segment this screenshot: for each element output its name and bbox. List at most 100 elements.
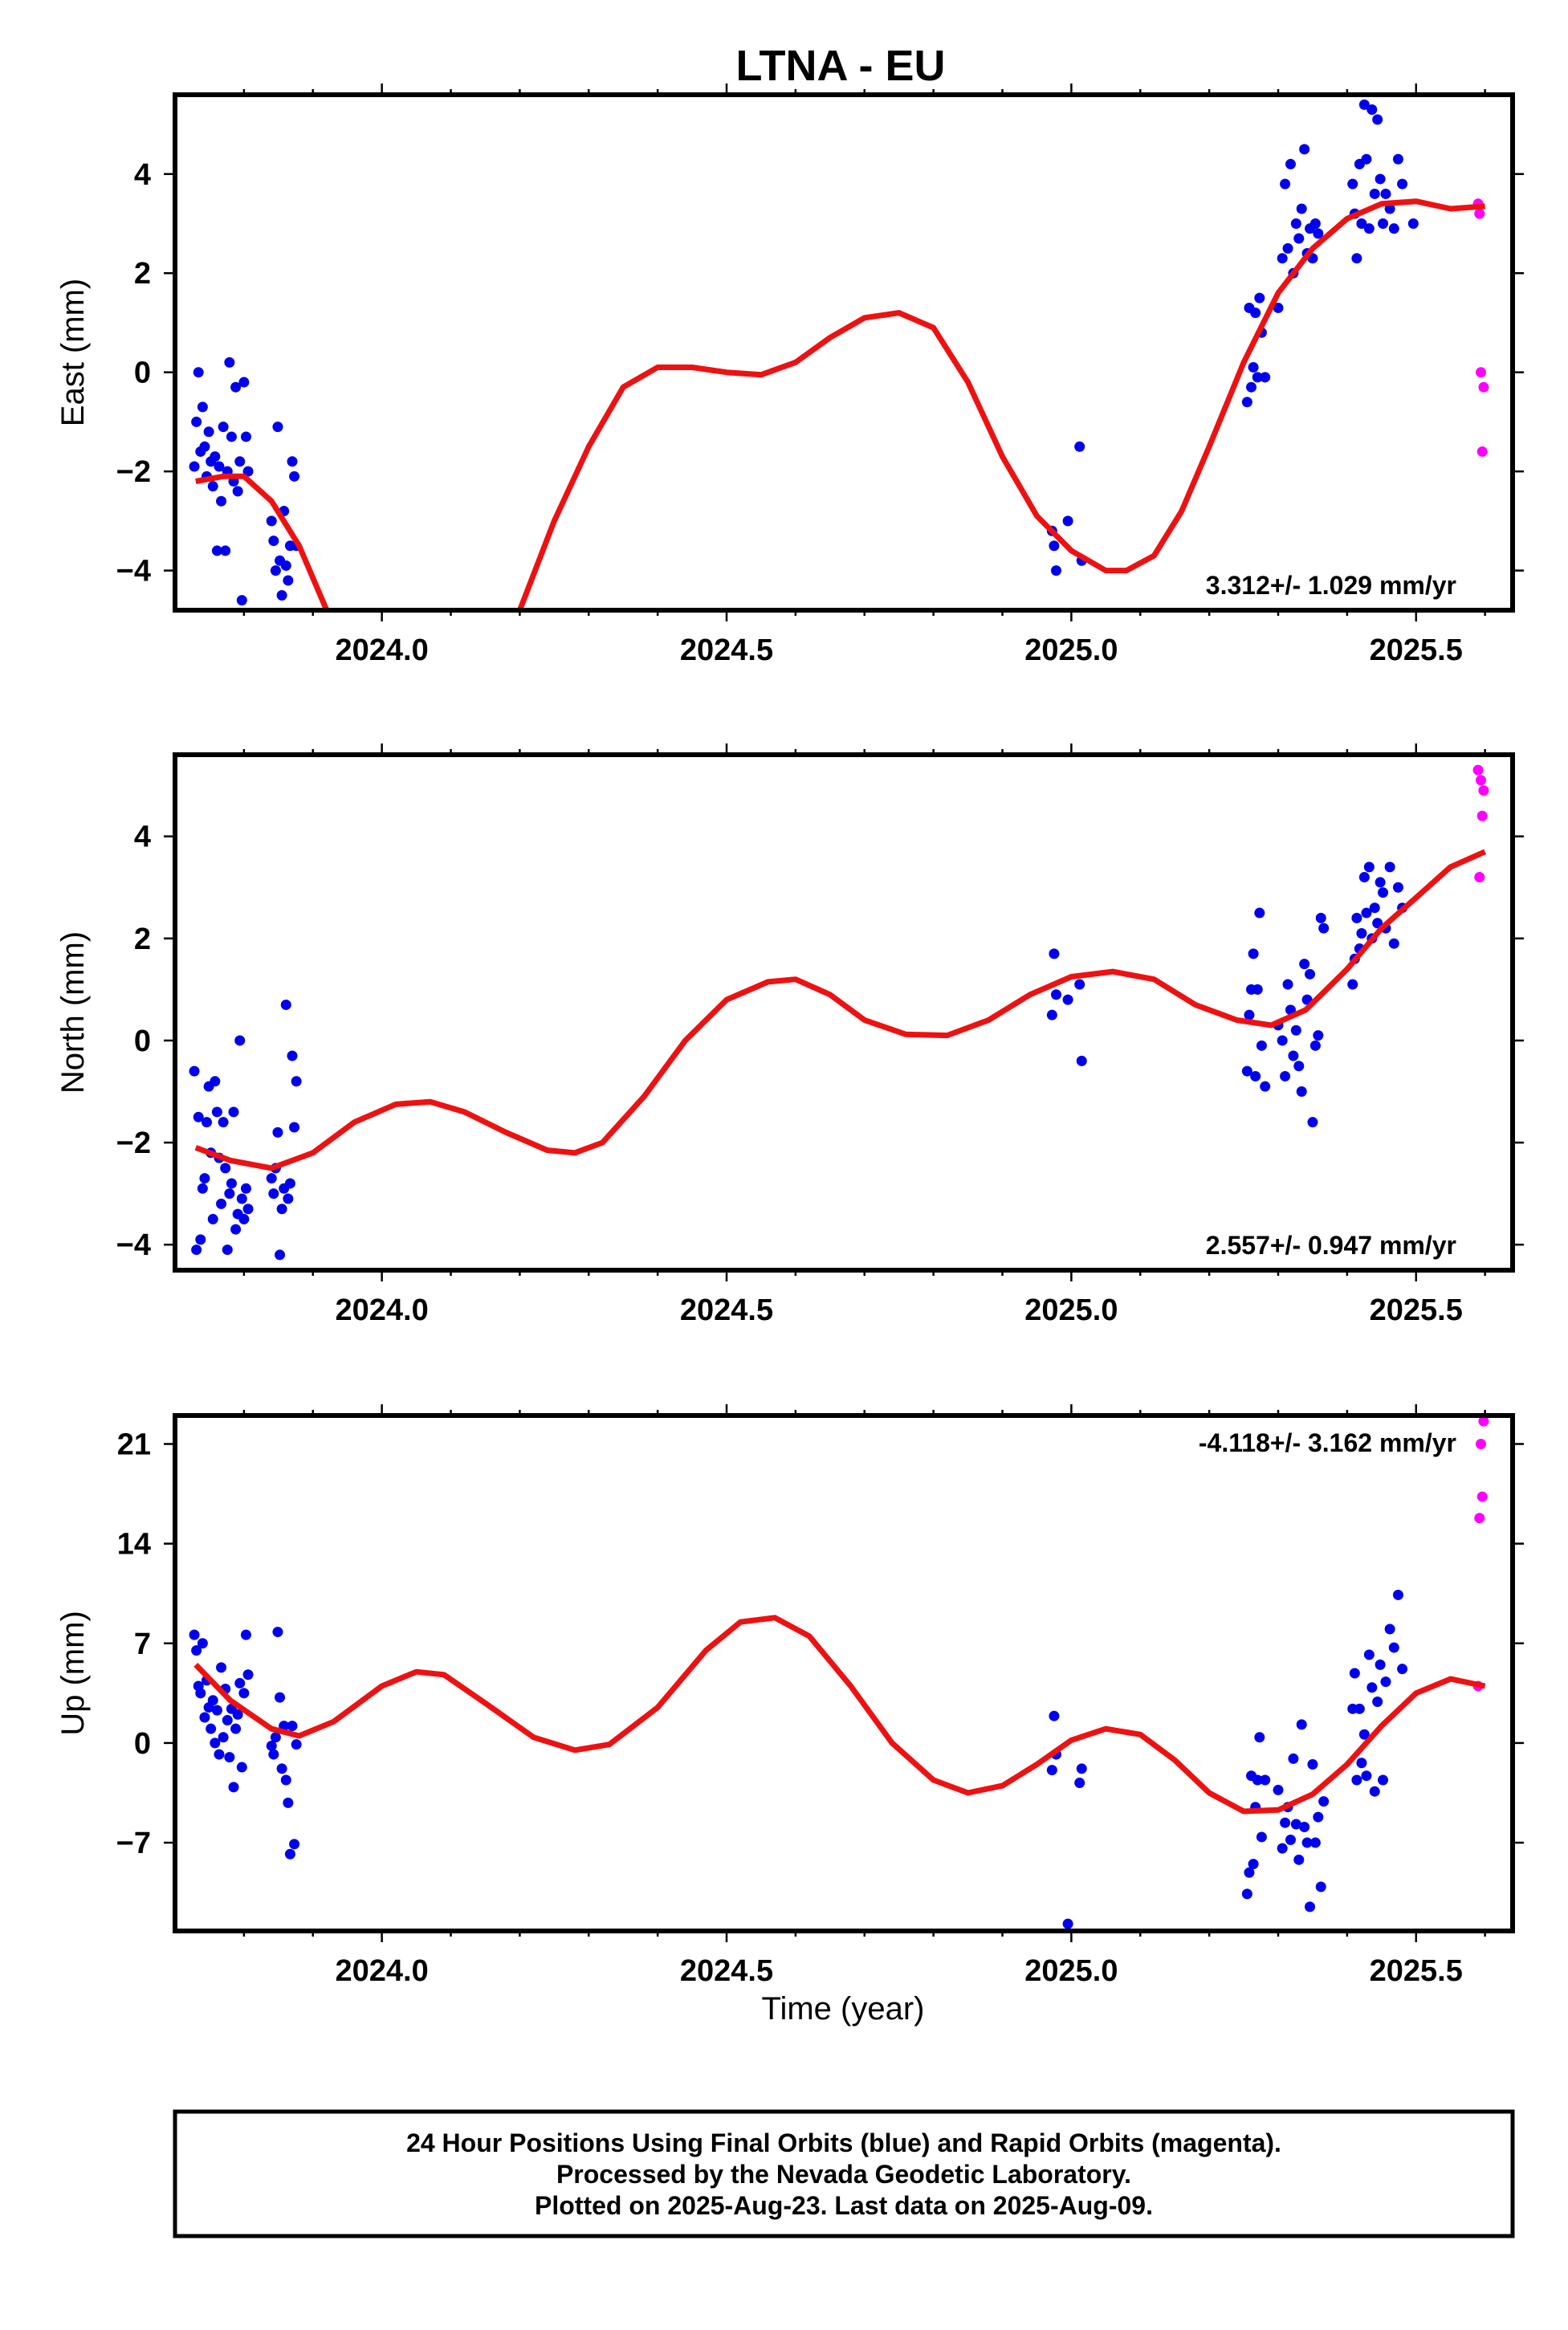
final-orbit-point — [272, 1127, 283, 1138]
final-orbit-point — [277, 590, 287, 601]
final-orbit-point — [1051, 989, 1061, 1000]
final-orbit-point — [1077, 1056, 1087, 1066]
x-tick-label: 2025.0 — [1024, 1954, 1118, 1988]
final-orbit-point — [1260, 1081, 1270, 1092]
final-orbit-point — [1356, 928, 1366, 939]
y-tick-label: 4 — [134, 158, 151, 192]
final-orbit-point — [1393, 154, 1403, 165]
final-orbit-point — [287, 456, 297, 466]
x-tick-label: 2025.0 — [1024, 633, 1118, 667]
final-orbit-point — [1248, 362, 1259, 373]
final-orbit-point — [1378, 887, 1388, 898]
final-orbit-point — [1297, 1086, 1307, 1097]
final-orbit-point — [199, 1712, 210, 1722]
final-orbit-point — [238, 1688, 249, 1698]
final-orbit-point — [285, 1178, 295, 1188]
final-orbit-point — [1051, 565, 1061, 576]
final-orbit-point — [1260, 372, 1270, 382]
final-orbit-point — [1361, 154, 1371, 165]
final-orbit-point — [199, 1173, 210, 1183]
final-orbit-point — [1248, 948, 1259, 959]
final-orbit-point — [1291, 1025, 1301, 1036]
footer-line-3: Plotted on 2025-Aug-23. Last data on 202… — [535, 2191, 1153, 2220]
x-tick-label: 2024.0 — [336, 633, 429, 667]
final-orbit-point — [1366, 1682, 1377, 1693]
final-orbit-point — [1299, 959, 1309, 969]
x-tick-label: 2025.5 — [1370, 633, 1463, 667]
final-orbit-point — [214, 1750, 224, 1760]
final-orbit-point — [1256, 1041, 1267, 1051]
final-orbit-point — [1372, 114, 1383, 124]
final-orbit-point — [281, 1775, 291, 1786]
final-orbit-point — [222, 1244, 233, 1255]
final-orbit-point — [1063, 1919, 1073, 1929]
final-orbit-point — [224, 1188, 234, 1199]
final-orbit-point — [1063, 995, 1073, 1005]
final-orbit-point — [1366, 104, 1377, 115]
final-orbit-point — [1285, 1835, 1296, 1845]
x-tick-label: 2024.5 — [680, 1293, 773, 1327]
final-orbit-point — [218, 1117, 229, 1127]
final-orbit-point — [241, 1630, 251, 1640]
x-axis-label: Time (year) — [762, 1991, 925, 2027]
rate-label: 3.312+/- 1.029 mm/yr — [1206, 571, 1456, 600]
final-orbit-point — [1246, 382, 1256, 393]
final-orbit-point — [195, 1234, 206, 1244]
final-orbit-point — [1393, 1590, 1403, 1600]
final-orbit-point — [287, 1721, 297, 1731]
final-orbit-point — [230, 1224, 241, 1235]
final-orbit-point — [206, 1724, 216, 1734]
final-orbit-point — [1252, 984, 1263, 995]
y-tick-label: −2 — [116, 455, 151, 489]
final-orbit-point — [1351, 1775, 1362, 1786]
final-orbit-point — [283, 1194, 293, 1204]
final-orbit-point — [198, 1183, 208, 1194]
final-orbit-point — [1074, 1778, 1085, 1788]
final-orbit-point — [199, 442, 210, 452]
final-orbit-point — [289, 1122, 299, 1133]
final-orbit-point — [1375, 173, 1386, 184]
final-orbit-point — [283, 575, 293, 585]
panel-up: 2024.0 2024.5 2025.0 2025.5−7071421Up (mm)-… — [55, 1404, 1524, 1988]
final-orbit-point — [210, 451, 220, 462]
final-orbit-point — [226, 1178, 237, 1188]
final-orbit-point — [1273, 1785, 1284, 1795]
final-orbit-point — [1318, 1796, 1329, 1807]
final-orbit-point — [237, 1194, 247, 1204]
final-orbit-point — [191, 1244, 202, 1255]
final-orbit-point — [233, 486, 243, 496]
final-orbit-point — [275, 1249, 285, 1260]
final-orbit-point — [243, 1204, 254, 1214]
final-orbit-point — [1299, 1822, 1309, 1832]
final-orbit-point — [1318, 923, 1329, 934]
final-orbit-point — [268, 536, 279, 546]
final-orbit-point — [243, 1669, 254, 1680]
final-orbit-point — [1293, 1855, 1304, 1865]
y-tick-label: 0 — [134, 1727, 151, 1761]
final-orbit-point — [1297, 1719, 1307, 1729]
panel-frame — [175, 755, 1513, 1270]
final-orbit-point — [198, 1638, 208, 1648]
fit-curve — [196, 1618, 1485, 1811]
final-orbit-point — [241, 1183, 251, 1194]
rapid-orbit-point — [1474, 209, 1485, 219]
y-tick-label: 14 — [117, 1528, 151, 1562]
final-orbit-point — [1049, 540, 1059, 551]
final-orbit-point — [1313, 1812, 1323, 1823]
final-orbit-point — [237, 595, 247, 605]
final-orbit-point — [1350, 1668, 1360, 1679]
final-orbit-point — [234, 1678, 245, 1688]
final-orbit-point — [1389, 939, 1399, 949]
y-axis-label: North (mm) — [55, 931, 91, 1094]
final-orbit-point — [1364, 223, 1375, 234]
final-orbit-point — [222, 1715, 233, 1725]
final-orbit-point — [1364, 862, 1375, 872]
final-orbit-point — [1316, 1882, 1326, 1892]
final-orbit-point — [1305, 969, 1315, 980]
rapid-orbit-point — [1478, 382, 1489, 393]
plot-area — [189, 100, 1489, 610]
final-orbit-point — [271, 565, 281, 576]
rapid-orbit-point — [1476, 775, 1486, 785]
y-tick-label: 2 — [134, 257, 151, 291]
final-orbit-point — [1288, 1754, 1298, 1764]
